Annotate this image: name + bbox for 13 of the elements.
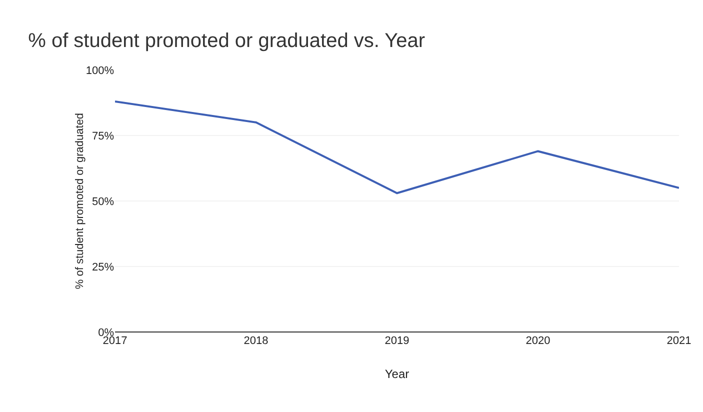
- y-tick-label: 100%: [86, 64, 114, 77]
- y-tick-label: 25%: [92, 261, 114, 274]
- x-tick-label: 2018: [244, 335, 268, 347]
- x-tick-label: 2017: [102, 335, 128, 347]
- x-tick-label: 2020: [526, 335, 550, 347]
- line-series: [115, 100, 679, 194]
- x-axis-title: Year: [384, 367, 410, 381]
- chart-title: % of student promoted or graduated vs. Year: [28, 30, 426, 52]
- x-tick-label: 2019: [384, 335, 410, 347]
- y-tick-label: 75%: [92, 130, 114, 142]
- y-axis-title: % of student promoted or graduated: [74, 112, 86, 290]
- x-tick-label: 2021: [666, 335, 692, 347]
- y-tick-label: 50%: [92, 196, 114, 208]
